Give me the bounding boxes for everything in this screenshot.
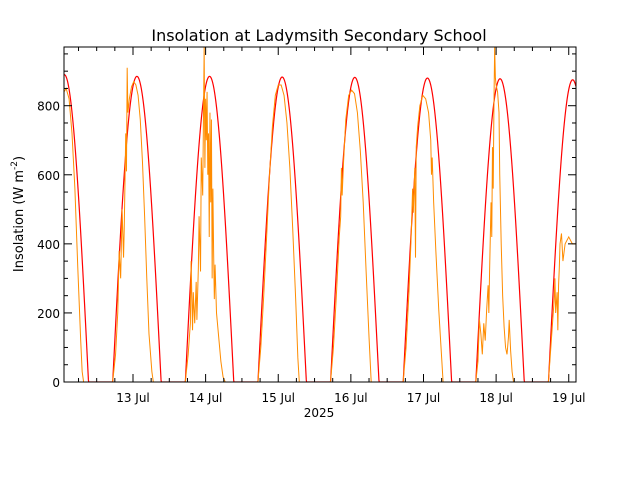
x-axis-year-label: 2025 — [304, 406, 335, 420]
y-tick-label: 600 — [37, 169, 60, 183]
y-axis-label-close: ) — [12, 156, 27, 161]
series-layer — [64, 47, 576, 382]
y-tick-label: 400 — [37, 238, 60, 252]
x-tick-label: 19 Jul — [552, 391, 586, 405]
x-tick-label: 14 Jul — [189, 391, 223, 405]
series-measured-line — [64, 47, 576, 382]
x-tick-label: 15 Jul — [261, 391, 295, 405]
chart-title: Insolation at Ladymsith Secondary School — [151, 26, 486, 45]
plot-area — [64, 47, 576, 382]
y-tick-label: 0 — [52, 376, 60, 390]
x-tick-label: 18 Jul — [479, 391, 513, 405]
y-axis-label: Insolation (W m-2) — [10, 156, 27, 272]
plot-frame — [63, 46, 577, 383]
axes-layer: 0 200 400 600 800 13 Jul 14 Jul 15 Jul 16 Jul 17 … — [37, 46, 586, 405]
x-tick-label: 13 Jul — [116, 391, 150, 405]
y-tick-label: 200 — [37, 307, 60, 321]
series-clear-sky-line — [64, 74, 576, 382]
plot-background — [64, 47, 576, 382]
y-tick-label: 800 — [37, 100, 60, 114]
y-axis-label-superscript: -2 — [10, 161, 20, 170]
x-tick-label: 16 Jul — [334, 391, 368, 405]
x-tick-label: 17 Jul — [407, 391, 441, 405]
y-axis-label-main: Insolation (W m — [12, 170, 27, 272]
